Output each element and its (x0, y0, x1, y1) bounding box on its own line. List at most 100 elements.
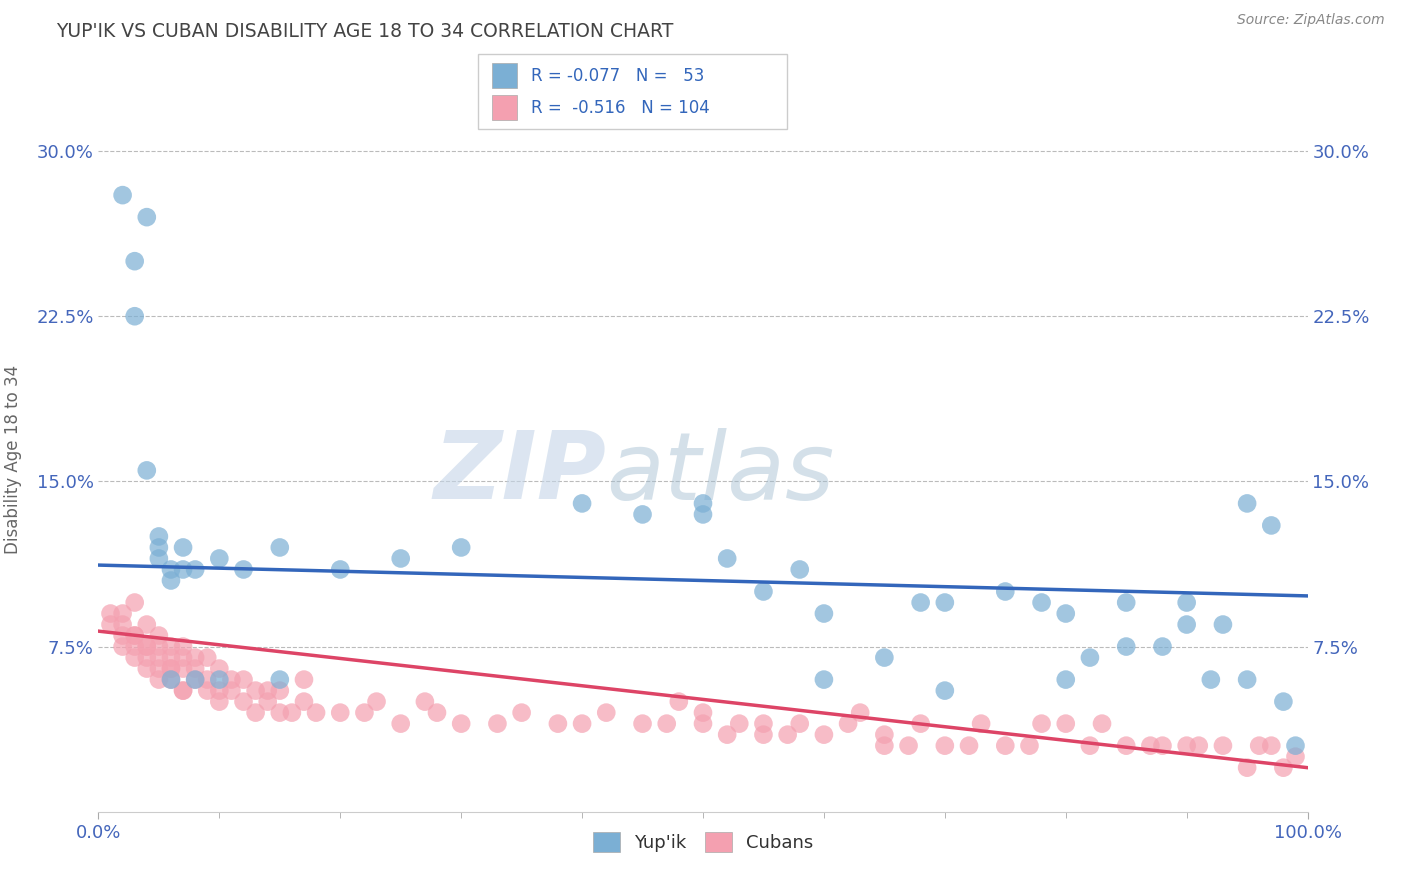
Point (1018, 739, 1040, 753)
Point (1115, 640, 1137, 654)
Point (232, 562, 254, 576)
Point (510, 706, 533, 720)
Point (221, 683, 243, 698)
Point (172, 683, 194, 698)
Point (135, 640, 157, 654)
Point (413, 695, 436, 709)
Point (256, 683, 278, 698)
Point (124, 310, 146, 324)
Point (160, 562, 183, 576)
Point (148, 628, 170, 642)
Point (934, 683, 956, 698)
Point (1272, 761, 1295, 775)
Point (172, 562, 194, 576)
Point (195, 673, 218, 687)
Point (148, 640, 170, 654)
Point (1284, 749, 1306, 764)
Point (195, 650, 218, 665)
Point (208, 551, 231, 566)
Point (160, 640, 183, 654)
Point (208, 683, 231, 698)
Point (776, 728, 799, 742)
Point (111, 640, 134, 654)
Point (111, 628, 134, 642)
Text: Source: ZipAtlas.com: Source: ZipAtlas.com (1237, 13, 1385, 28)
Y-axis label: Disability Age 18 to 34: Disability Age 18 to 34 (4, 365, 22, 554)
Point (873, 739, 896, 753)
Point (148, 541, 170, 555)
Point (269, 541, 291, 555)
Point (1188, 739, 1211, 753)
Point (813, 607, 835, 621)
Point (100, 617, 122, 632)
Point (160, 650, 183, 665)
Point (1175, 617, 1198, 632)
Point (1199, 673, 1222, 687)
Point (813, 673, 835, 687)
Point (305, 706, 328, 720)
Point (752, 584, 775, 599)
Text: atlas: atlas (606, 428, 835, 519)
Point (208, 695, 231, 709)
Point (910, 716, 932, 731)
Point (135, 662, 157, 676)
Point (450, 541, 472, 555)
Text: R = -0.077   N =   53: R = -0.077 N = 53 (531, 67, 704, 85)
Point (1078, 650, 1101, 665)
Text: ZIP: ZIP (433, 427, 606, 519)
Point (160, 662, 183, 676)
Point (292, 673, 315, 687)
Point (571, 716, 593, 731)
Point (184, 662, 207, 676)
Point (111, 607, 134, 621)
Point (910, 595, 932, 609)
Point (184, 650, 207, 665)
Point (1054, 673, 1077, 687)
Point (124, 254, 146, 268)
Point (1260, 739, 1282, 753)
Point (1152, 640, 1174, 654)
Point (389, 716, 412, 731)
Point (668, 695, 690, 709)
Point (631, 716, 654, 731)
Point (172, 662, 194, 676)
Point (897, 739, 920, 753)
Point (124, 650, 146, 665)
Point (1236, 496, 1258, 510)
Point (195, 683, 218, 698)
Point (160, 662, 183, 676)
Point (692, 706, 714, 720)
Point (752, 716, 775, 731)
Point (1212, 739, 1234, 753)
Point (970, 716, 993, 731)
Point (1115, 739, 1137, 753)
Point (1152, 739, 1174, 753)
Point (1054, 716, 1077, 731)
Point (135, 650, 157, 665)
Point (1284, 739, 1306, 753)
Point (111, 188, 134, 202)
Point (160, 574, 183, 588)
Point (124, 628, 146, 642)
Point (849, 706, 872, 720)
Point (269, 706, 291, 720)
Point (208, 662, 231, 676)
Point (873, 728, 896, 742)
Point (789, 562, 811, 576)
Point (934, 595, 956, 609)
Point (728, 716, 751, 731)
Point (547, 716, 569, 731)
Point (752, 728, 775, 742)
Point (1260, 518, 1282, 533)
Point (994, 739, 1017, 753)
Point (692, 716, 714, 731)
Point (1272, 695, 1295, 709)
Point (124, 640, 146, 654)
Point (837, 716, 859, 731)
Point (1091, 716, 1114, 731)
Point (1236, 761, 1258, 775)
Point (1078, 739, 1101, 753)
Point (172, 640, 194, 654)
Point (148, 529, 170, 543)
Point (1175, 739, 1198, 753)
